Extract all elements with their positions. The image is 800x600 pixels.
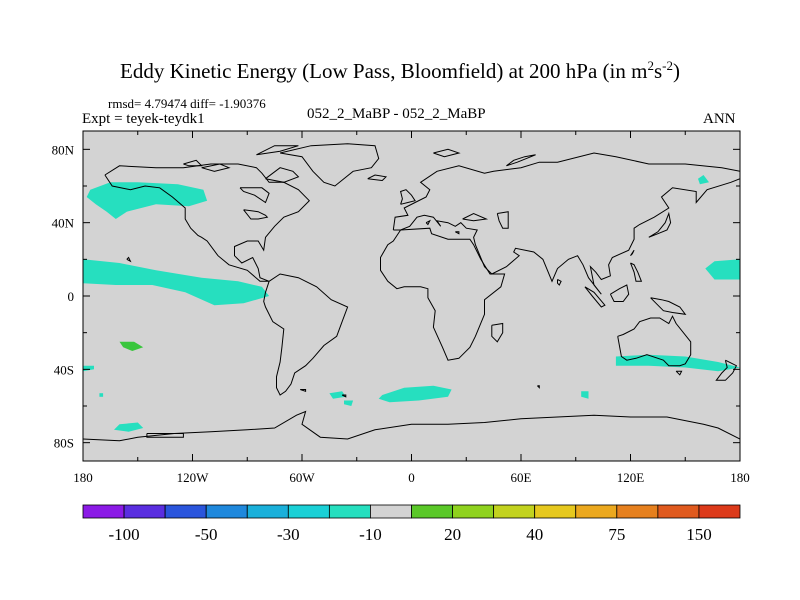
colorbar-label: -10	[359, 525, 382, 544]
x-tick-label: 180	[730, 470, 750, 485]
coastline-south-america	[263, 273, 349, 396]
colorbar-label: -30	[277, 525, 300, 544]
colorbar-swatch	[411, 504, 453, 519]
x-axis: 180 120W 60W 0 60E 120E 180	[73, 131, 750, 485]
anomaly-patches	[83, 175, 740, 432]
coastline-uk	[400, 189, 416, 205]
coastline-svalbard	[433, 148, 461, 158]
y-axis: 80N 40N 0 40S 80S	[52, 142, 740, 451]
patch-antarctic-ross-neg	[114, 422, 144, 432]
map-background	[83, 131, 740, 461]
coastline-sumatra	[584, 286, 606, 308]
coastline-ellesmere	[256, 145, 299, 156]
expt-label: Expt = teyek-teydk1	[82, 111, 205, 127]
colorbar-label: 40	[526, 525, 543, 544]
coastline-baffin-island	[265, 167, 300, 183]
coastline-falklands	[300, 389, 307, 392]
colorbar-swatch	[575, 504, 618, 519]
coastline-madagascar	[491, 322, 504, 343]
colorbar: -100 -50 -30 -10 20 40 75 150	[82, 504, 741, 544]
colorbar-swatch	[328, 504, 371, 519]
coastline-banks-island	[183, 159, 203, 167]
colorbar-swatch	[657, 504, 700, 519]
coastline-eurasia	[392, 152, 740, 295]
patch-south-australia-neg	[615, 354, 740, 372]
patch-west-pacific-equatorial-neg	[705, 259, 740, 280]
coastline-africa	[380, 227, 506, 361]
colorbar-swatch	[370, 504, 412, 519]
patch-south-atlantic-neg	[378, 385, 452, 403]
coastline-antarctica	[83, 410, 740, 442]
colorbar-swatch	[205, 504, 248, 519]
patch-kamchatka-small-neg	[698, 175, 709, 185]
stats-label: rmsd= 4.79474 diff= -1.90376	[108, 96, 266, 111]
coastline-south-georgia	[341, 394, 347, 398]
coastline-philippines	[630, 262, 643, 282]
colorbar-label: -50	[195, 525, 218, 544]
coastline-japan	[648, 211, 672, 238]
colorbar-label: 20	[444, 525, 461, 544]
patch-south-pacific-pos	[119, 341, 144, 351]
colorbar-swatch	[246, 504, 289, 519]
coastline-kerguelen	[537, 385, 540, 389]
patch-south-atlantic-blob-neg	[329, 391, 346, 399]
y-tick-label: 0	[68, 289, 75, 304]
patch-north-pacific-neg	[86, 182, 208, 219]
case-label: 052_2_MaBP - 052_2_MaBP	[307, 106, 486, 122]
x-tick-label: 0	[408, 470, 415, 485]
coastline-new-guinea	[650, 297, 687, 315]
season-label: ANN	[703, 111, 736, 127]
y-tick-label: 80N	[52, 142, 75, 157]
coastline-north-america	[104, 163, 311, 282]
x-tick-label: 180	[73, 470, 93, 485]
coastline-caspian-sea	[496, 211, 509, 229]
colorbar-label: 75	[608, 525, 625, 544]
coastline-sri-lanka	[557, 279, 562, 286]
coastline-taiwan	[630, 249, 635, 257]
y-tick-label: 80S	[54, 436, 74, 451]
coastline-victoria-island	[201, 163, 231, 172]
chart-title: Eddy Kinetic Energy (Low Pass, Bloomfiel…	[120, 58, 680, 83]
coastline-mediterranean-islands	[425, 219, 431, 226]
colorbar-swatch	[164, 504, 207, 519]
x-tick-label: 60E	[511, 470, 532, 485]
y-tick-label: 40N	[52, 216, 75, 231]
colorbar-swatch	[493, 504, 536, 519]
coastline-greenland	[279, 143, 380, 187]
coastline-hudson-bay-inner	[239, 187, 270, 204]
colorbar-label: 150	[686, 525, 712, 544]
x-tick-label: 60W	[289, 470, 315, 485]
patch-south-indian-dot-neg	[581, 391, 589, 399]
x-tick-label: 120E	[617, 470, 645, 485]
colorbar-label: -100	[108, 525, 139, 544]
colorbar-swatch	[82, 504, 125, 519]
coastline-new-zealand	[715, 359, 738, 381]
x-tick-label: 120W	[177, 470, 210, 485]
coastline-black-sea	[462, 212, 489, 222]
coastline-australia	[617, 315, 692, 367]
colorbar-swatch	[698, 504, 741, 519]
coastline-borneo	[609, 284, 630, 302]
colorbar-swatch	[123, 504, 166, 519]
colorbar-swatch	[534, 504, 577, 519]
coastline-crete	[455, 231, 460, 235]
coastline-iceland	[367, 174, 388, 182]
colorbar-swatch	[287, 504, 330, 519]
coastline-hawaii	[126, 256, 132, 263]
colorbar-swatch	[616, 504, 659, 519]
coastline-great-lakes	[243, 209, 269, 220]
coastlines	[83, 143, 740, 442]
patch-south-atlantic-dot-neg	[344, 400, 354, 406]
patch-south-pacific-dot-neg	[99, 393, 104, 397]
patch-tropical-pacific-neg	[83, 259, 270, 306]
coastline-novaya-zemlya	[506, 154, 536, 167]
y-tick-label: 40S	[54, 362, 74, 377]
coastline-tasmania	[675, 370, 683, 376]
coastline-ross-ice-rect	[146, 433, 184, 438]
colorbar-swatch	[452, 504, 495, 519]
